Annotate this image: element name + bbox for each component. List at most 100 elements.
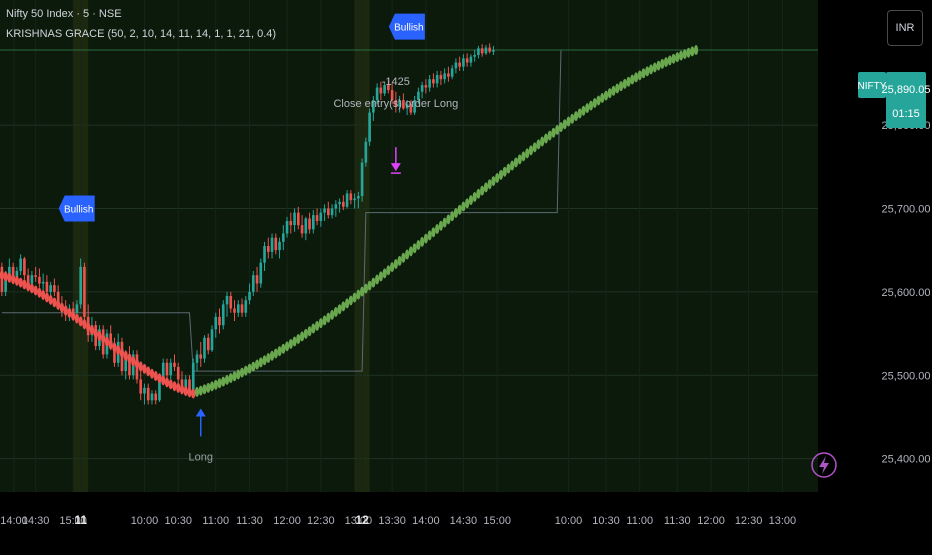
bullish-trail-dot (671, 53, 676, 64)
bullish-trail-dot (277, 346, 282, 357)
bullish-trail-dot (457, 204, 462, 215)
time-tick-label: 12 (355, 513, 369, 527)
candle-body (71, 308, 75, 313)
time-tick-label: 11 (74, 513, 87, 527)
bullish-trail-dot (453, 207, 458, 218)
bearish-trail-dot (134, 358, 140, 369)
bullish-trail-dot (337, 304, 342, 315)
bullish-trail-dot (423, 233, 428, 244)
candle-body (450, 68, 454, 77)
bullish-trail-dot (288, 338, 293, 349)
bullish-trail-dot (476, 188, 481, 199)
bullish-trail-dot (273, 348, 278, 359)
bearish-trail-dot (131, 356, 136, 367)
alert-flash-button[interactable] (811, 452, 837, 478)
bullish-trail-dot (412, 243, 417, 254)
candle-body (180, 379, 184, 388)
bullish-trail-dot (194, 386, 200, 397)
bullish-trail-dot (360, 286, 365, 297)
bearish-trail-dot (97, 330, 102, 341)
bearish-trail-dot (22, 279, 27, 290)
bearish-trail-dot (146, 366, 151, 377)
bearish-trail-dot (14, 275, 19, 286)
candle-body (255, 275, 259, 284)
bullish-trail-dot (686, 47, 691, 58)
bullish-trail-dot (487, 179, 492, 190)
indicator-title[interactable]: KRISHNAS GRACE (50, 2, 10, 14, 11, 14, 1… (6, 28, 277, 40)
price-tick-label: 25,400.00 (882, 454, 931, 466)
bar-countdown: 01:15 (892, 108, 920, 120)
bearish-trail-dot (104, 336, 110, 347)
time-tick-label: 10:00 (131, 515, 159, 527)
candle-body (195, 354, 199, 363)
bullish-trail-dot (690, 46, 695, 57)
bullish-trail-dot (416, 240, 421, 251)
candle-body (229, 296, 233, 309)
candle-body (259, 262, 263, 284)
candle-body (296, 212, 300, 226)
bullish-trail-dot (438, 220, 443, 231)
candle-body (308, 218, 311, 230)
time-tick-label: 14:30 (22, 515, 50, 527)
candle-body (278, 241, 281, 251)
bullish-trail-dot (603, 90, 609, 101)
bearish-trail-dot (191, 388, 196, 399)
candle-body (394, 100, 398, 107)
bullish-trail-dot (386, 265, 391, 276)
bullish-trail-dot (446, 214, 451, 225)
bullish-trail-dot (330, 309, 335, 320)
bullish-trail-dot (581, 105, 586, 116)
bearish-trail-dot (78, 316, 83, 327)
bullish-trail-dot (502, 166, 507, 177)
bullish-trail-dot (318, 318, 323, 329)
bullish-trail-dot (528, 145, 534, 156)
bearish-trail-dot (11, 274, 16, 285)
bullish-trail-dot (284, 341, 290, 352)
bullish-trail-dot (573, 111, 579, 122)
bullish-trail-dot (495, 172, 500, 183)
candle-body (161, 362, 165, 380)
candle-body (387, 85, 390, 91)
candle-body (443, 73, 446, 80)
candle-body (173, 362, 176, 367)
bullish-trail-dot (461, 201, 466, 212)
candle-body (236, 304, 240, 313)
candle-body (218, 316, 221, 326)
candle-body (413, 100, 416, 113)
bearish-trail-dot (3, 271, 8, 282)
bearish-trail-dot (172, 381, 177, 392)
symbol-title[interactable]: Nifty 50 Index · 5 · NSE (6, 8, 122, 20)
candle-body (480, 48, 484, 54)
bullish-trail-dot (322, 315, 327, 326)
candle-body (266, 246, 270, 252)
last-price-value: 25,890.05 (882, 84, 931, 96)
candle-body (428, 79, 431, 88)
bearish-trail-dot (63, 305, 68, 316)
bullish-trail-dot (551, 127, 556, 138)
bullish-trail-dot (607, 88, 612, 99)
candle-body (342, 201, 345, 207)
candle-body (19, 258, 22, 272)
candle-body (4, 275, 7, 292)
time-tick-label: 11:00 (626, 515, 653, 527)
candle-body (375, 87, 379, 101)
bullish-trail-dot (397, 255, 402, 266)
candle-body (233, 308, 236, 313)
candle-body (176, 366, 180, 380)
candle-body (23, 258, 26, 276)
currency-button[interactable]: INR (887, 10, 923, 46)
long-entry-label: Long (189, 451, 213, 463)
bullish-trail-dot (667, 55, 672, 66)
bullish-trail-dot (521, 151, 526, 162)
price-tick-label: 25,500.00 (882, 370, 931, 382)
candle-body (206, 337, 210, 351)
bearish-trail-dot (37, 287, 42, 298)
bullish-trail-dot (390, 262, 395, 273)
down-arrow-icon (390, 163, 401, 172)
candle-body (327, 208, 330, 216)
bearish-trail-dot (56, 299, 61, 310)
bullish-trail-dot (663, 57, 669, 68)
